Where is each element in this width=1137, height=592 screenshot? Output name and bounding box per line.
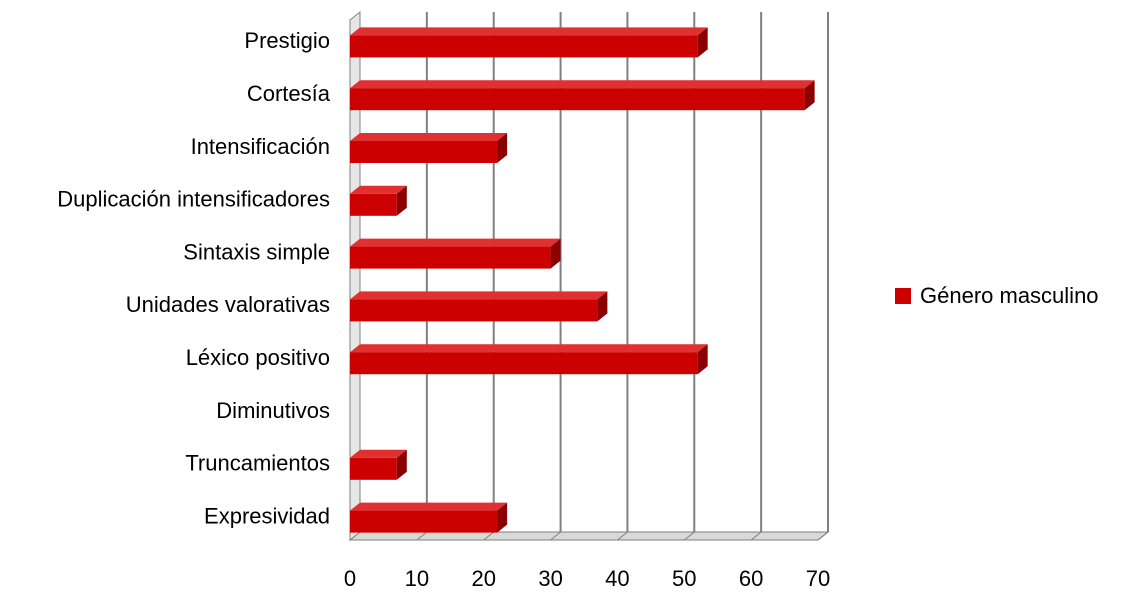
- bar-top: [350, 502, 508, 511]
- floor-gridline: [550, 531, 561, 541]
- bar-end: [697, 344, 708, 375]
- legend-swatch: [895, 288, 911, 304]
- bar: [350, 133, 508, 163]
- bar-end: [597, 291, 608, 322]
- bar: [350, 185, 407, 216]
- bar-top: [350, 185, 407, 194]
- bar-end: [497, 502, 508, 533]
- x-tick-label: 50: [672, 566, 696, 591]
- legend-label-genero-masculino: Género masculino: [920, 283, 1099, 308]
- floor-gridline: [817, 531, 829, 541]
- bar-end: [396, 449, 407, 480]
- bar-end: [396, 185, 407, 216]
- x-tick-label: 10: [405, 566, 429, 591]
- category-label: Cortesía: [247, 81, 331, 106]
- legend: Género masculino: [895, 283, 1099, 308]
- category-label: Expresividad: [204, 503, 330, 528]
- category-label: Diminutivos: [216, 398, 330, 423]
- x-tick-label: 30: [538, 566, 562, 591]
- category-label: Duplicación intensificadores: [57, 187, 330, 212]
- bar-top: [350, 238, 561, 247]
- floor-gridline: [683, 531, 695, 541]
- bar: [350, 27, 708, 58]
- bar-top: [350, 27, 708, 36]
- bar-front: [350, 246, 551, 269]
- category-labels: Prestigio Cortesía Intensificación Duplicac…: [57, 28, 330, 528]
- x-tick-label: 40: [605, 566, 629, 591]
- x-tick-labels: 0 10 20 30 40 50 60 70: [344, 566, 830, 591]
- bar-front: [350, 88, 805, 111]
- bar: [350, 80, 815, 111]
- bar-top: [350, 133, 508, 141]
- x-tick-label: 20: [471, 566, 495, 591]
- bar-end: [697, 27, 708, 58]
- bars: [350, 27, 815, 533]
- bar-end: [497, 133, 508, 163]
- category-label: Léxico positivo: [186, 345, 330, 370]
- category-label: Intensificación: [191, 134, 330, 159]
- bar-front: [350, 35, 698, 58]
- bar-top: [350, 449, 407, 458]
- bar-top: [350, 291, 608, 300]
- category-label: Truncamientos: [185, 451, 330, 476]
- floor-gridline: [617, 531, 628, 541]
- bar-front: [350, 193, 397, 216]
- x-tick-label: 70: [806, 566, 830, 591]
- category-label: Prestigio: [244, 28, 330, 53]
- bar-front: [350, 352, 698, 375]
- bar-front: [350, 141, 498, 163]
- bar: [350, 344, 708, 375]
- bar: [350, 449, 407, 480]
- category-label: Sintaxis simple: [183, 239, 330, 264]
- bar-end: [550, 238, 561, 269]
- floor-gridline: [483, 531, 495, 541]
- x-tick-label: 0: [344, 566, 356, 591]
- x-tick-label: 60: [739, 566, 763, 591]
- bar-top: [350, 344, 708, 353]
- bar-front: [350, 299, 598, 322]
- bar: [350, 238, 561, 269]
- bar-front: [350, 510, 498, 533]
- bar-top: [350, 80, 815, 89]
- bar-front: [350, 457, 397, 480]
- floor-gridline: [750, 531, 762, 541]
- category-label: Unidades valorativas: [126, 292, 330, 317]
- bar-end: [804, 80, 815, 111]
- bar: [350, 502, 508, 533]
- floor-gridline: [416, 531, 428, 541]
- bar: [350, 291, 608, 322]
